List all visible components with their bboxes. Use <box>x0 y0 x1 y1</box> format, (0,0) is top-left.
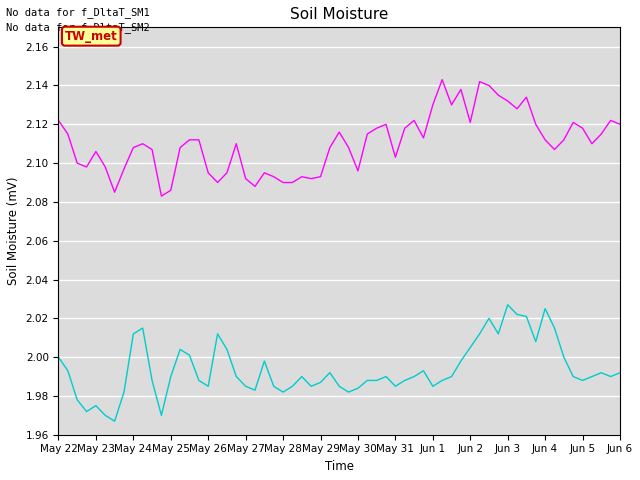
CS615_SM2 <box>195 378 203 384</box>
CS615_SM2 <box>364 378 371 384</box>
CS615_SM1 <box>616 121 624 127</box>
Y-axis label: Soil Moisture (mV): Soil Moisture (mV) <box>7 177 20 285</box>
CS615_SM2 <box>176 347 184 352</box>
CS615_SM1 <box>401 125 408 131</box>
Line: CS615_SM2: CS615_SM2 <box>58 305 620 421</box>
CS615_SM1 <box>176 144 184 150</box>
CS615_SM1 <box>195 137 203 143</box>
CS615_SM2 <box>504 302 511 308</box>
Text: No data for f_DltaT_SM2: No data for f_DltaT_SM2 <box>6 22 150 33</box>
CS615_SM1 <box>560 137 568 143</box>
CS615_SM1 <box>157 193 165 199</box>
CS615_SM1 <box>260 170 268 176</box>
Text: TW_met: TW_met <box>65 30 118 43</box>
Line: CS615_SM1: CS615_SM1 <box>58 80 620 196</box>
CS615_SM2 <box>560 354 568 360</box>
Text: No data for f_DltaT_SM1: No data for f_DltaT_SM1 <box>6 7 150 18</box>
CS615_SM1 <box>54 118 62 123</box>
CS615_SM2 <box>401 378 408 384</box>
X-axis label: Time: Time <box>324 460 354 473</box>
CS615_SM2 <box>616 370 624 375</box>
CS615_SM2 <box>260 358 268 364</box>
CS615_SM1 <box>438 77 446 83</box>
CS615_SM2 <box>54 354 62 360</box>
Title: Soil Moisture: Soil Moisture <box>290 7 388 22</box>
CS615_SM1 <box>364 131 371 137</box>
CS615_SM2 <box>111 418 118 424</box>
